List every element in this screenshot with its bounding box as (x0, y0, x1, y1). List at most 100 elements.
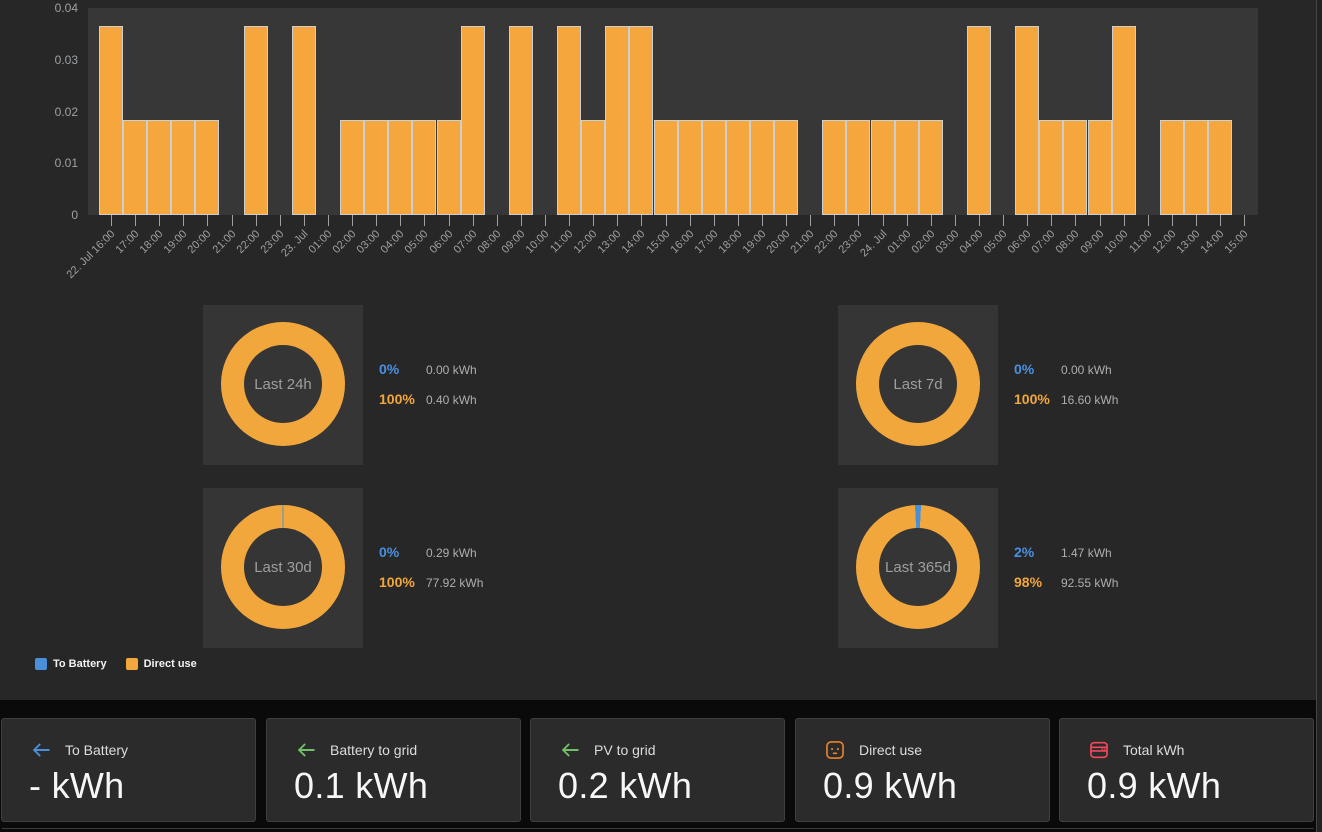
donut-stat-value: 1.47 kWh (1061, 546, 1112, 560)
x-tick-mark (641, 215, 643, 226)
card-value: 0.2 kWh (558, 765, 693, 806)
arrow-left-icon (559, 739, 581, 761)
bar[interactable] (725, 120, 750, 215)
bar[interactable] (846, 120, 871, 215)
x-tick-mark (279, 215, 281, 226)
bar[interactable] (1111, 26, 1136, 215)
x-tick-mark (978, 215, 980, 226)
donut-stats: 0% 0.00 kWh 100% 0.40 kWh (379, 362, 519, 422)
bar[interactable] (774, 120, 799, 215)
x-tick-mark (1244, 215, 1246, 226)
x-tick-mark (376, 215, 378, 226)
bar[interactable] (677, 120, 702, 215)
bar[interactable] (436, 120, 461, 215)
x-tick-mark (1147, 215, 1149, 226)
donut-stat-row: 0% 0.00 kWh (1014, 362, 1154, 378)
donut-stat-value: 0.00 kWh (426, 363, 477, 377)
x-tick-mark (1027, 215, 1029, 226)
bar[interactable] (412, 120, 437, 215)
bar[interactable] (1159, 120, 1184, 215)
stat-card-to-battery[interactable]: To Battery - kWh (1, 718, 256, 822)
donut-stats: 0% 0.00 kWh 100% 16.60 kWh (1014, 362, 1154, 422)
donut-stat-value: 0.00 kWh (1061, 363, 1112, 377)
bar[interactable] (605, 26, 630, 215)
legend-item-to-battery[interactable]: To Battery (35, 658, 107, 670)
bar[interactable] (388, 120, 413, 215)
donut-stat-row: 0% 0.00 kWh (379, 362, 519, 378)
bar[interactable] (1039, 120, 1064, 215)
x-tick-mark (882, 215, 884, 226)
x-tick-mark (1123, 215, 1125, 226)
bar[interactable] (1183, 120, 1208, 215)
x-tick-mark (400, 215, 402, 226)
donut-ring[interactable]: Last 24h (221, 322, 345, 446)
stat-card-direct-use[interactable]: Direct use 0.9 kWh (795, 718, 1050, 822)
stat-card-pv-to-grid[interactable]: PV to grid 0.2 kWh (530, 718, 785, 822)
bar[interactable] (557, 26, 582, 215)
bar[interactable] (870, 120, 895, 215)
card-value: 0.9 kWh (823, 765, 958, 806)
donut-hole: Last 30d (244, 528, 322, 606)
donut-stat-value: 0.40 kWh (426, 393, 477, 407)
x-tick-mark (786, 215, 788, 226)
card-header: PV to grid (559, 739, 655, 761)
bar[interactable] (749, 120, 774, 215)
bar[interactable] (918, 120, 943, 215)
legend-swatch (125, 658, 138, 670)
bar[interactable] (1087, 120, 1112, 215)
x-tick-mark (303, 215, 305, 226)
donut-stat-row: 2% 1.47 kWh (1014, 545, 1154, 561)
legend-item-direct-use[interactable]: Direct use (125, 658, 197, 670)
donut-panel-last-7d[interactable]: Last 7d (838, 305, 998, 465)
bar[interactable] (966, 26, 991, 215)
donut-panel-last-365d[interactable]: Last 365d (838, 488, 998, 648)
bar[interactable] (291, 26, 316, 215)
bar[interactable] (822, 120, 847, 215)
bar[interactable] (1208, 120, 1233, 215)
x-tick-mark (569, 215, 571, 226)
stat-card-total-kwh[interactable]: Total kWh 0.9 kWh (1059, 718, 1314, 822)
x-tick-mark (906, 215, 908, 226)
bar[interactable] (508, 26, 533, 215)
card-header: Battery to grid (295, 739, 417, 761)
bar[interactable] (581, 120, 606, 215)
stat-cards-section: To Battery - kWh Battery to grid 0.1 kWh PV … (0, 700, 1322, 832)
x-tick-mark (665, 215, 667, 226)
donut-center-label: Last 24h (254, 375, 312, 393)
x-tick-mark (617, 215, 619, 226)
donut-stat-percent: 0% (379, 544, 400, 560)
x-tick-mark (255, 215, 257, 226)
y-axis-label: 0.01 (54, 156, 78, 171)
x-tick-mark (689, 215, 691, 226)
bar[interactable] (147, 120, 172, 215)
bar[interactable] (171, 120, 196, 215)
bar[interactable] (894, 120, 919, 215)
donut-ring[interactable]: Last 7d (856, 322, 980, 446)
donut-stat-row: 100% 77.92 kWh (379, 575, 519, 591)
bar[interactable] (364, 120, 389, 215)
bar[interactable] (195, 120, 220, 215)
bar[interactable] (701, 120, 726, 215)
donut-center-label: Last 365d (885, 558, 951, 576)
x-tick-mark (1003, 215, 1005, 226)
bar[interactable] (1015, 26, 1040, 215)
donut-panel-last-30d[interactable]: Last 30d (203, 488, 363, 648)
donut-ring[interactable]: Last 365d (856, 505, 980, 629)
donut-stat-row: 100% 0.40 kWh (379, 392, 519, 408)
bar[interactable] (243, 26, 268, 215)
vertical-scrollbar[interactable] (1316, 0, 1322, 832)
card-value: 0.9 kWh (1087, 765, 1222, 806)
bar[interactable] (460, 26, 485, 215)
bar[interactable] (99, 26, 123, 215)
bar[interactable] (1063, 120, 1088, 215)
stat-card-battery-to-grid[interactable]: Battery to grid 0.1 kWh (266, 718, 521, 822)
donut-ring[interactable]: Last 30d (221, 505, 345, 629)
bar[interactable] (123, 120, 148, 215)
x-tick-mark (737, 215, 739, 226)
bar[interactable] (340, 120, 365, 215)
bar[interactable] (653, 120, 678, 215)
bar[interactable] (629, 26, 654, 215)
donut-panel-last-24h[interactable]: Last 24h (203, 305, 363, 465)
chart-legend: To Battery Direct use (35, 658, 197, 670)
